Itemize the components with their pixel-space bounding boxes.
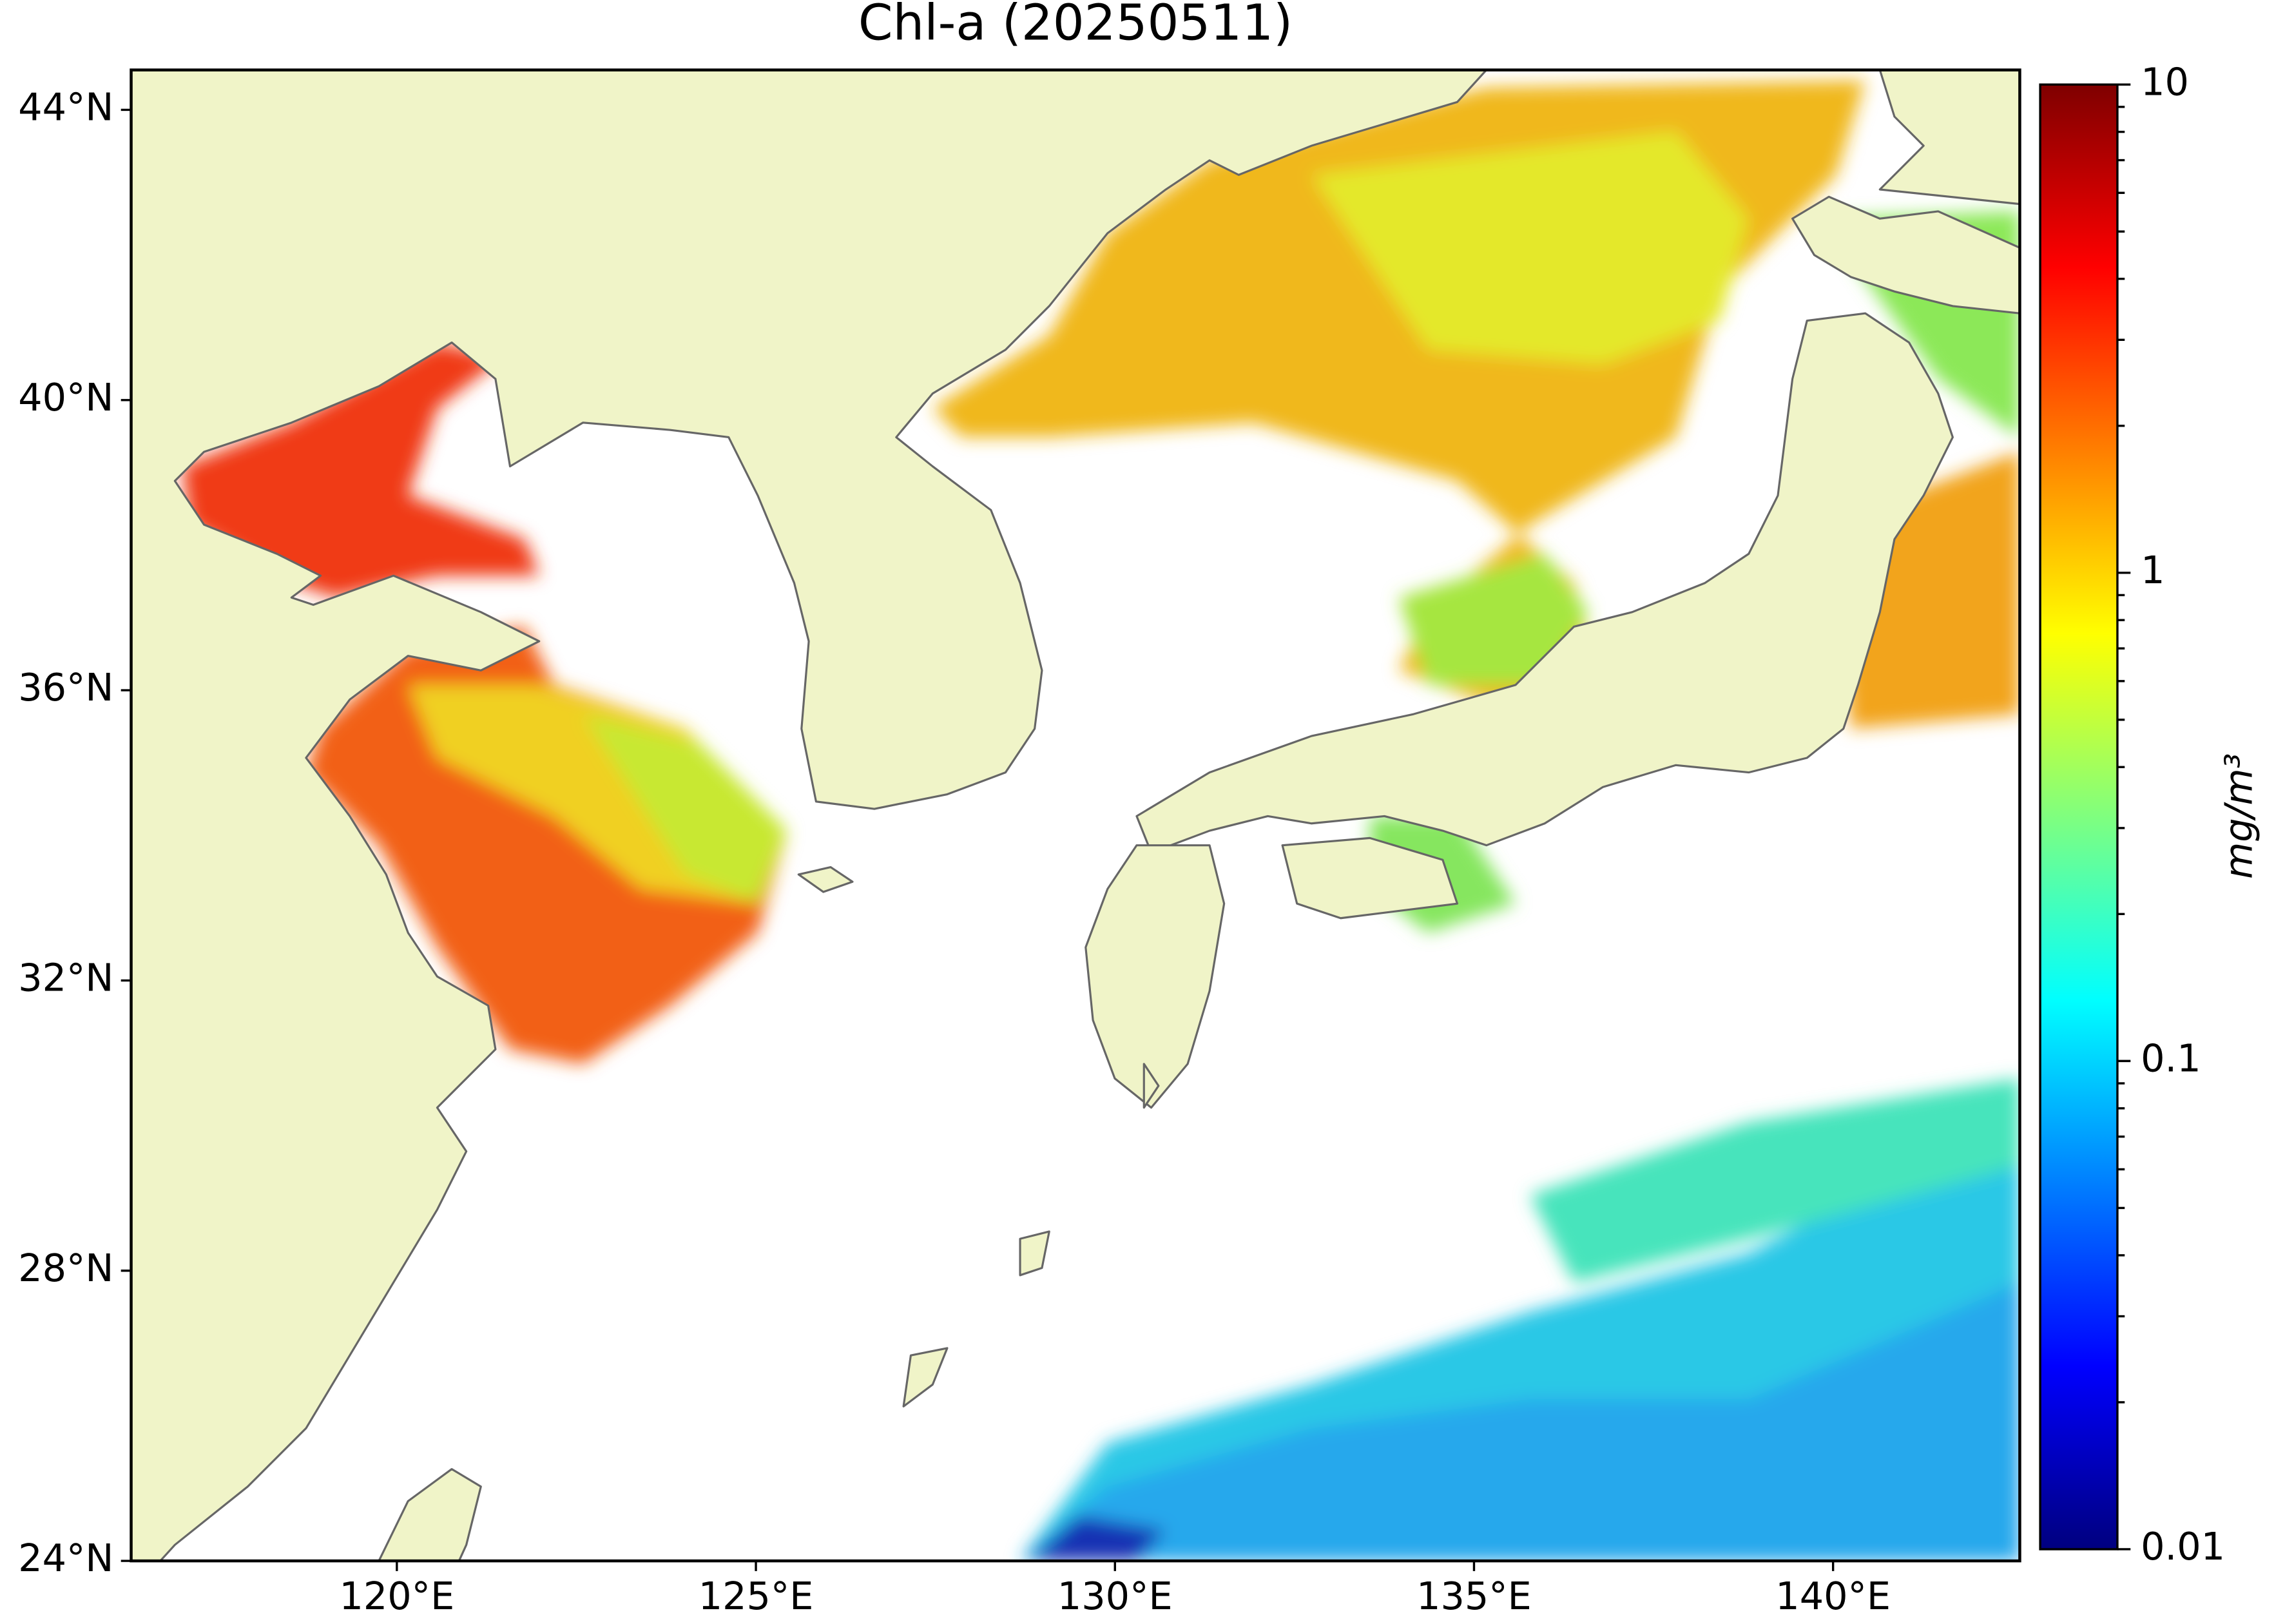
map-title: Chl-a (20250511) bbox=[858, 0, 1293, 52]
land bbox=[131, 70, 2020, 1561]
y-tick-label: 28°N bbox=[18, 1246, 113, 1290]
x-tick-label: 120°E bbox=[339, 1574, 454, 1618]
y-tick-label: 24°N bbox=[18, 1536, 113, 1580]
colorbar-tick-label: 10 bbox=[2141, 59, 2189, 104]
y-tick-label: 44°N bbox=[18, 85, 113, 130]
y-tick-label: 40°N bbox=[18, 375, 113, 420]
x-tick-label: 135°E bbox=[1416, 1574, 1532, 1618]
y-tick-label: 32°N bbox=[18, 956, 113, 1000]
colorbar-tick-label: 1 bbox=[2141, 548, 2164, 592]
x-tick-label: 140°E bbox=[1775, 1574, 1891, 1618]
x-tick-label: 125°E bbox=[699, 1574, 814, 1618]
map-frame bbox=[130, 68, 2021, 1563]
colorbar-tick-label: 0.01 bbox=[2141, 1524, 2225, 1569]
colorbar-label: mg/m³ bbox=[2216, 753, 2261, 879]
colorbar bbox=[2039, 83, 2119, 1551]
x-tick-label: 130°E bbox=[1057, 1574, 1173, 1618]
map-area bbox=[131, 70, 2020, 1561]
colorbar-tick-label: 0.1 bbox=[2141, 1036, 2201, 1080]
y-tick-label: 36°N bbox=[18, 665, 113, 710]
